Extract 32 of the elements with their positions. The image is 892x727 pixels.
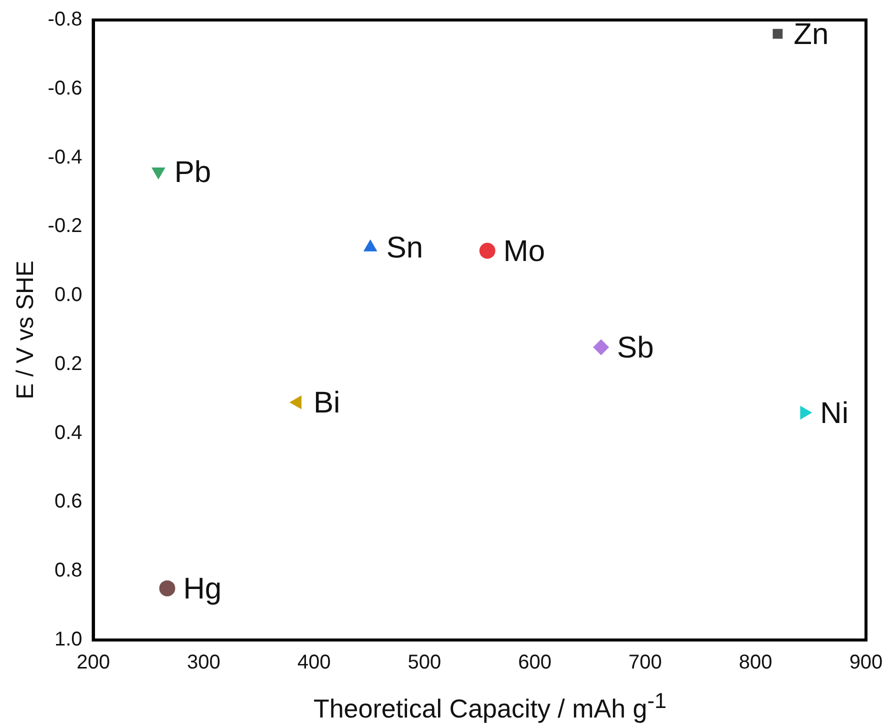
y-tick-label: 0.4 [54, 422, 82, 444]
y-tick-label: -0.6 [48, 77, 82, 100]
y-tick-label: 1.0 [54, 628, 82, 651]
x-tick-label: 300 [186, 652, 220, 674]
x-tick-label: 900 [849, 652, 883, 674]
series-label: Bi [313, 386, 340, 420]
y-tick-label: 0.0 [54, 284, 82, 306]
y-tick-label: 0.8 [54, 560, 82, 582]
point [772, 28, 783, 39]
y-tick-label: 0.2 [54, 352, 82, 375]
y-axis-title: E / V vs SHE [12, 260, 40, 400]
x-tick-label: 600 [518, 652, 552, 674]
point [479, 242, 496, 259]
x-tick-label: 200 [76, 652, 110, 674]
series-label: Mo [503, 235, 546, 268]
series-label: Pb [174, 156, 212, 189]
y-tick-label: -0.4 [48, 146, 82, 168]
x-tick-label: 400 [297, 652, 331, 674]
series-label: Ni [820, 396, 849, 430]
x-tick-label: 500 [408, 652, 442, 674]
x-tick-label: 700 [628, 652, 662, 674]
series-label: Sn [386, 232, 424, 265]
series-label: Zn [794, 18, 829, 52]
y-tick-label: -0.8 [48, 8, 82, 31]
y-tick-label: -0.2 [48, 215, 82, 238]
series-label: Sb [617, 331, 654, 364]
x-tick-label: 800 [738, 652, 772, 674]
y-tick-label: 0.6 [54, 490, 82, 513]
x-axis-title: Theoretical Capacity / mAh g$^{-1}$ [312, 688, 668, 725]
point [159, 580, 176, 596]
point [593, 339, 610, 356]
series-label: Hg [183, 572, 222, 606]
